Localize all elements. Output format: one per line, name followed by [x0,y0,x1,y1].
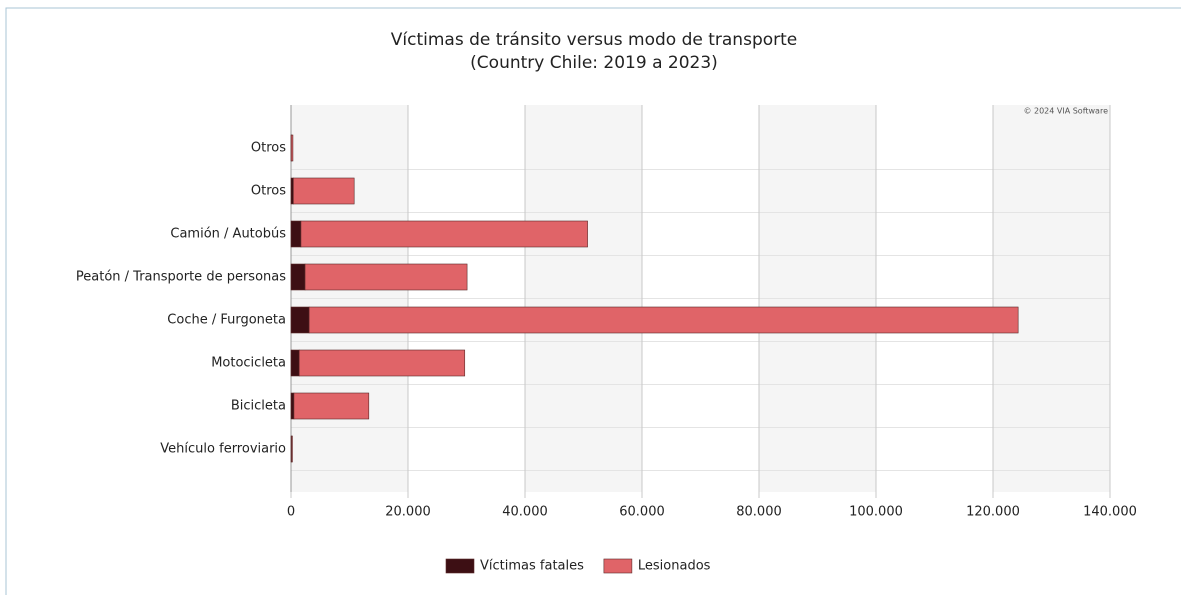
legend-label: Víctimas fatales [480,559,584,574]
legend-swatch [445,558,475,574]
x-tick-label: 120.000 [966,505,1020,520]
x-tick-label: 0 [287,505,295,520]
bar-segment [290,392,295,420]
x-tick-label: 80.000 [736,505,782,520]
x-tick-label: 20.000 [385,505,431,520]
y-tick-label: Peatón / Transporte de personas [76,270,286,285]
x-tick-label: 60.000 [619,505,665,520]
bar-segment [290,134,294,162]
x-tick-label: 40.000 [502,505,548,520]
bar-segment [293,177,355,205]
bar-segment [308,306,1019,334]
chart-title: Víctimas de tránsito versus modo de tran… [391,30,798,50]
bar-segment [290,349,300,377]
bar-segment [300,220,588,248]
bar-segment [298,349,466,377]
bar-segment [291,435,293,463]
x-tick-label: 100.000 [849,505,903,520]
chart-subtitle: (Country Chile: 2019 a 2023) [470,53,718,73]
bar-segment [290,263,306,291]
y-tick-label: Motocicleta [211,356,286,371]
y-tick-label: Otros [251,184,286,199]
y-tick-label: Vehículo ferroviario [160,442,286,457]
x-tick-label: 140.000 [1083,505,1137,520]
bar-segment [290,306,310,334]
frame [5,7,1181,595]
legend-label: Lesionados [638,559,711,574]
y-tick-label: Otros [251,141,286,156]
y-tick-label: Camión / Autobús [170,227,286,242]
bar-segment [290,220,302,248]
bar-segment [293,392,370,420]
y-tick-label: Bicicleta [231,399,286,414]
bar-segment [290,177,294,205]
watermark: © 2024 VIA Software [1023,107,1108,116]
bar-segment [304,263,468,291]
legend-swatch [603,558,633,574]
y-tick-label: Coche / Furgoneta [167,313,286,328]
